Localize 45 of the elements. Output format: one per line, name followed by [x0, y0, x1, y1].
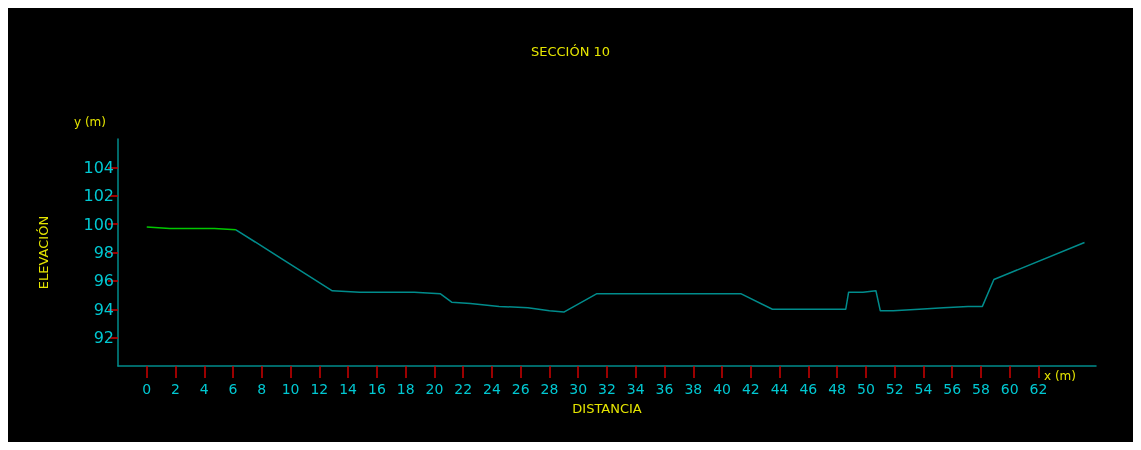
chart-title: SECCIÓN 10	[530, 44, 611, 59]
text: y (m)	[74, 115, 106, 129]
x-tick-label: 42	[741, 381, 760, 397]
x-tick-label: 32	[598, 381, 616, 397]
x-tick-label: 54	[914, 381, 933, 397]
y-tick-label: 92	[93, 328, 114, 348]
y-tick-label: 102	[83, 186, 114, 206]
text: x (m)	[1044, 369, 1076, 383]
x-tick-label: 26	[511, 381, 530, 397]
y-tick-label: 100	[83, 214, 114, 234]
x-tick-label: 8	[257, 381, 267, 397]
x-tick-label: 0	[142, 381, 152, 397]
x-tick-label: 38	[684, 381, 703, 397]
x-tick-label: 20	[425, 381, 444, 397]
y-tick-label: 98	[93, 243, 114, 262]
x-tick-label: 16	[367, 381, 386, 397]
x-tick-label: 14	[339, 381, 358, 397]
x-tick-label: 56	[943, 381, 962, 397]
x-tick-label: 62	[1029, 381, 1048, 397]
x-tick-label: 10	[281, 381, 300, 397]
x-tick-label: 4	[199, 381, 209, 397]
x-tick-label: 12	[310, 381, 329, 397]
x-tick-label: 28	[540, 381, 559, 397]
y-tick-label: 96	[93, 271, 114, 291]
y-axis-title: ELEVACIÓN	[36, 215, 51, 290]
x-tick-label: 58	[972, 381, 990, 397]
x-tick-label: 46	[799, 381, 818, 397]
x-tick-label: 36	[655, 381, 674, 397]
line-series	[235, 229, 1086, 313]
x-tick-label: 40	[713, 381, 731, 397]
y-tick-label: 104	[83, 157, 114, 177]
x-tick-label: 34	[626, 381, 645, 397]
x-tick-label: 52	[885, 381, 904, 397]
x-tick-label: 50	[856, 381, 875, 397]
y-tick-label: 94	[93, 299, 114, 319]
x-tick-label: 48	[828, 381, 847, 397]
x-tick-label: 30	[569, 381, 588, 397]
x-tick-label: 44	[770, 381, 789, 397]
x-tick-label: 18	[396, 381, 415, 397]
x-tick-label: 24	[483, 381, 501, 397]
x-tick-label: 2	[171, 381, 180, 397]
x-tick-label: 22	[454, 381, 473, 397]
x-tick-label: 60	[1000, 381, 1019, 397]
x-axis-title: DISTANCIA	[572, 401, 642, 416]
x-tick-label: 6	[228, 381, 238, 397]
